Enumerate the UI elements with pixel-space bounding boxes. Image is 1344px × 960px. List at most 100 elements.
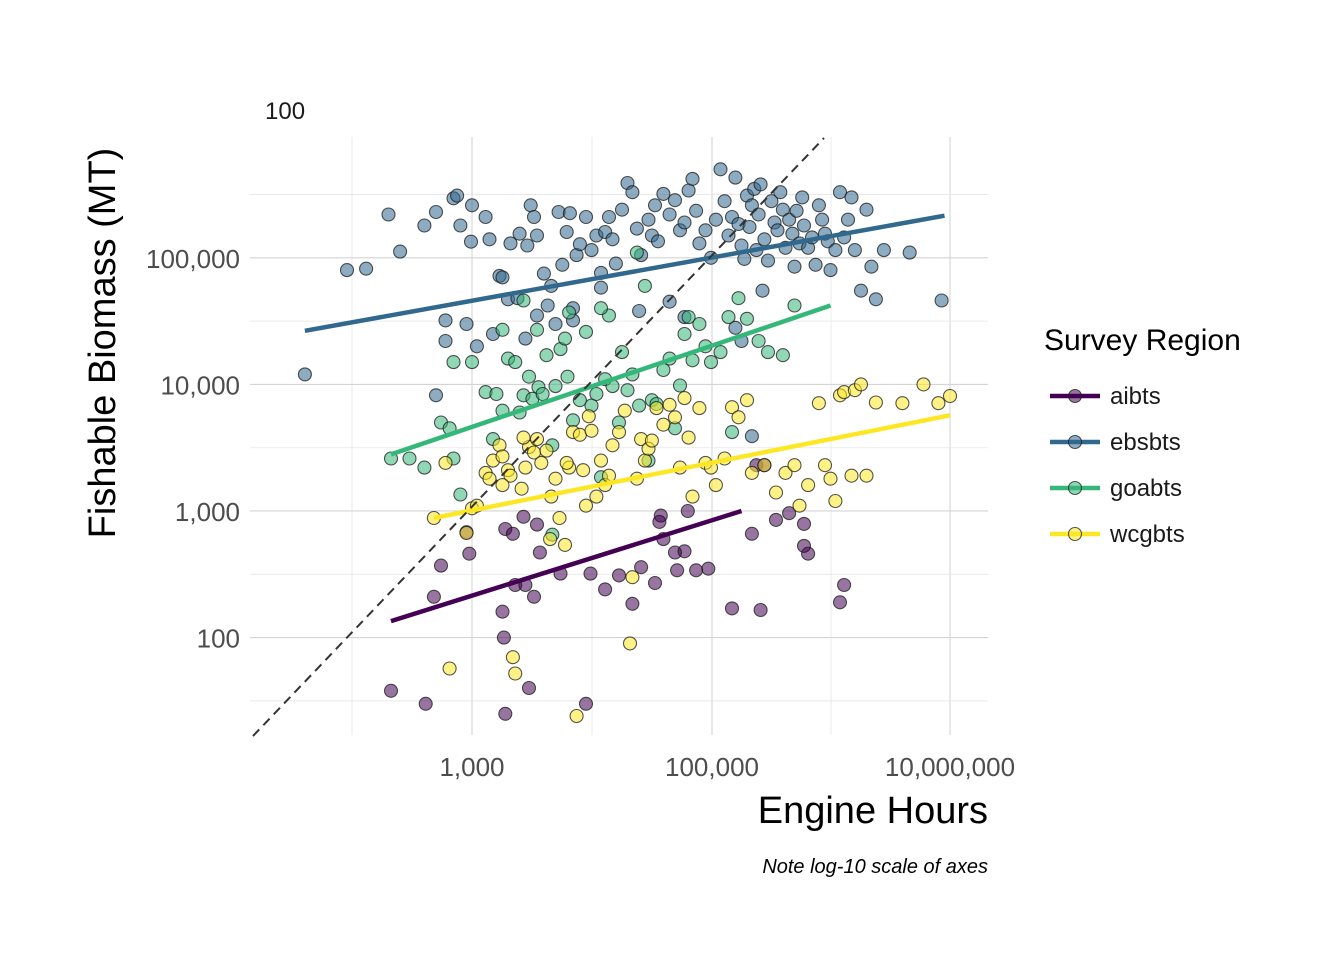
- point-aibts-29: [677, 544, 692, 559]
- point-ebsbts-33: [559, 224, 574, 240]
- point-wcgbts-16: [518, 460, 533, 475]
- point-ebsbts-13: [478, 209, 493, 225]
- data-points: [297, 162, 958, 724]
- point-ebsbts-108: [840, 212, 856, 227]
- legend-item-goabts: goabts: [1050, 475, 1182, 502]
- point-goabts-47: [672, 378, 688, 393]
- identity-line: [252, 137, 825, 737]
- point-wcgbts-25: [557, 537, 573, 552]
- y-tick-label-3: 100,000: [146, 244, 240, 274]
- point-aibts-20: [598, 582, 613, 597]
- point-wcgbts-84: [942, 388, 958, 404]
- point-goabts-57: [731, 291, 746, 306]
- point-wcgbts-85: [495, 478, 510, 493]
- point-ebsbts-24: [523, 198, 538, 213]
- legend: Survey Region aibts ebsbts goabts wcgbts: [1044, 324, 1241, 548]
- point-ebsbts-87: [773, 185, 788, 200]
- point-goabts-19: [535, 386, 550, 402]
- point-ebsbts-49: [629, 221, 644, 236]
- point-goabts-13: [508, 355, 523, 370]
- point-ebsbts-109: [844, 190, 859, 205]
- reference-line: [252, 137, 825, 737]
- point-ebsbts-17: [495, 270, 510, 285]
- point-ebsbts-7: [438, 313, 453, 328]
- caption: Note log-10 scale of axes: [762, 856, 988, 878]
- point-ebsbts-39: [584, 243, 599, 258]
- point-wcgbts-73: [828, 493, 843, 509]
- point-ebsbts-53: [647, 198, 663, 213]
- point-goabts-61: [775, 348, 790, 363]
- point-ebsbts-9: [453, 218, 468, 233]
- point-ebsbts-114: [868, 292, 883, 307]
- point-aibts-31: [689, 563, 704, 578]
- point-aibts-16: [529, 517, 545, 532]
- fit-lines: [304, 213, 951, 624]
- point-wcgbts-83: [931, 396, 946, 411]
- point-ebsbts-23: [520, 238, 535, 253]
- point-goabts-54: [713, 345, 728, 360]
- x-tick-label-0: 1,000: [439, 752, 504, 782]
- y-tick-label-2: 10,000: [160, 370, 240, 400]
- point-aibts-24: [647, 575, 663, 591]
- point-goabts-28: [578, 324, 594, 339]
- point-wcgbts-54: [685, 489, 700, 504]
- point-aibts-21: [611, 568, 627, 583]
- point-aibts-30: [680, 503, 695, 519]
- point-goabts-53: [703, 355, 719, 370]
- point-goabts-16: [521, 369, 537, 384]
- point-ebsbts-81: [753, 177, 768, 192]
- tick-labels: 1,000 100,000 10,000,000 100 1,000 10,000 100,…: [146, 244, 1015, 782]
- point-goabts-55: [721, 310, 736, 325]
- point-ebsbts-127: [529, 308, 545, 323]
- point-ebsbts-100: [811, 198, 826, 213]
- point-wcgbts-50: [667, 410, 683, 425]
- point-wcgbts-46: [644, 433, 659, 448]
- point-ebsbts-55: [656, 186, 671, 201]
- point-ebsbts-130: [428, 388, 444, 403]
- point-goabts-37: [620, 383, 635, 398]
- point-aibts-17: [516, 509, 531, 524]
- point-aibts-13: [526, 589, 542, 604]
- point-ebsbts-38: [578, 209, 594, 225]
- point-ebsbts-83: [760, 253, 776, 268]
- point-ebsbts-128: [469, 339, 484, 354]
- point-ebsbts-113: [864, 259, 879, 274]
- point-wcgbts-69: [801, 478, 816, 493]
- legend-key-point: [1067, 480, 1083, 496]
- point-ebsbts-4: [393, 244, 408, 259]
- point-ebsbts-10: [459, 316, 474, 332]
- point-ebsbts-1: [339, 263, 355, 278]
- point-goabts-30: [589, 386, 604, 402]
- point-goabts-51: [692, 316, 707, 332]
- point-ebsbts-88: [775, 202, 790, 217]
- point-wcgbts-32: [584, 423, 599, 438]
- legend-key-point: [1067, 388, 1083, 404]
- legend-key-point: [1067, 526, 1083, 542]
- point-ebsbts-45: [608, 256, 623, 271]
- point-ebsbts-64: [698, 223, 713, 238]
- point-aibts-9: [495, 604, 510, 619]
- point-goabts-48: [677, 326, 692, 342]
- fit-line-aibts: [390, 508, 743, 624]
- point-wcgbts-34: [593, 453, 609, 468]
- point-aibts-18: [578, 696, 594, 711]
- point-aibts-0: [426, 589, 441, 604]
- point-wcgbts-79: [859, 468, 874, 483]
- legend-item-ebsbts: ebsbts: [1050, 429, 1181, 456]
- y-tick-label-1: 1,000: [175, 497, 240, 527]
- point-aibts-19: [583, 566, 598, 581]
- point-goabts-27: [572, 393, 587, 408]
- point-wcgbts-37: [605, 438, 620, 453]
- point-ebsbts-124: [632, 303, 647, 319]
- point-wcgbts-61: [731, 410, 746, 425]
- point-wcgbts-64: [757, 458, 772, 473]
- point-wcgbts-10: [495, 449, 510, 464]
- point-wcgbts-47: [649, 401, 664, 416]
- y-axis-title: Fishable Biomass (MT): [82, 148, 124, 539]
- point-aibts-2: [383, 683, 399, 698]
- point-wcgbts-48: [656, 417, 671, 432]
- point-ebsbts-34: [562, 206, 577, 221]
- point-wcgbts-29: [572, 427, 587, 442]
- point-goabts-67: [560, 369, 575, 384]
- point-wcgbts-76: [844, 468, 859, 483]
